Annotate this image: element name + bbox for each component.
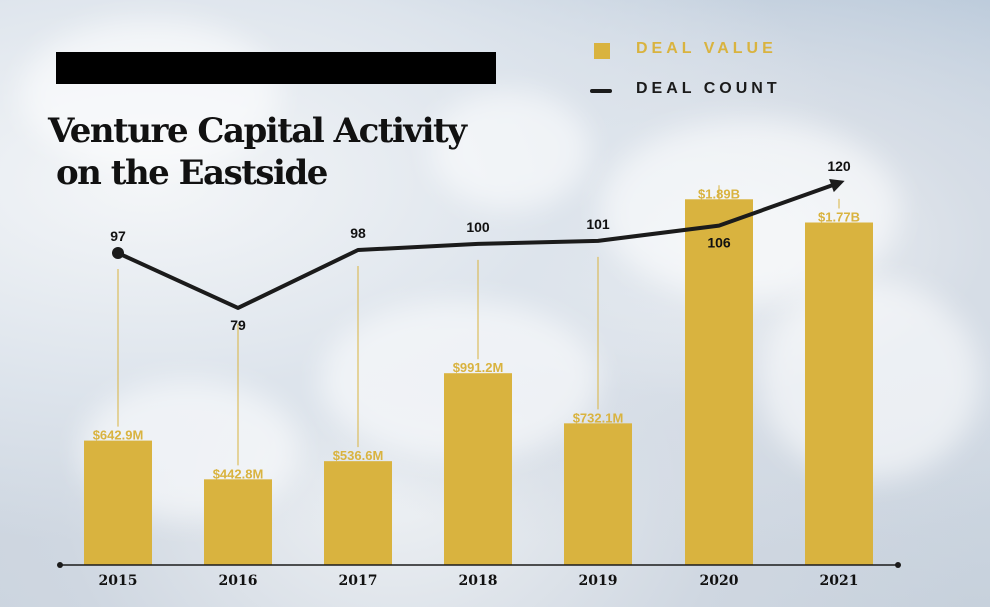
bar-2020 [685, 199, 753, 565]
axis-end-dot [57, 562, 63, 568]
count-label-2015: 97 [110, 228, 126, 244]
deal-count-line [117, 181, 840, 310]
count-label-2021: 120 [827, 158, 851, 174]
count-label-2019: 101 [586, 216, 610, 232]
value-label-2017: $536.6M [333, 448, 384, 463]
value-label-2015: $642.9M [93, 428, 144, 443]
redaction-bar [56, 52, 496, 84]
x-tick-label-2018: 2018 [459, 573, 498, 589]
value-label-2016: $442.8M [213, 466, 264, 481]
value-label-2019: $732.1M [573, 410, 624, 425]
axis-end-dot [895, 562, 901, 568]
bar-2021 [805, 222, 873, 565]
count-label-2017: 98 [350, 225, 366, 241]
value-label-2018: $991.2M [453, 360, 504, 375]
deal-count-start-point [112, 247, 124, 260]
legend-label-deal-count: DEAL COUNT [636, 80, 781, 97]
chart-title: Venture Capital Activity on the Eastside [48, 110, 467, 194]
count-label-2016: 79 [230, 317, 246, 333]
cloud [20, 20, 280, 170]
bar-2019 [564, 423, 632, 565]
x-tick-label-2016: 2016 [219, 573, 258, 589]
cloud [430, 90, 590, 210]
x-tick-label-2015: 2015 [99, 573, 138, 589]
x-tick-label-2020: 2020 [700, 573, 739, 589]
line-swatch-icon [590, 89, 612, 93]
legend-label-deal-value: DEAL VALUE [636, 40, 777, 57]
arrowhead-icon [829, 178, 845, 193]
bar-2018 [444, 373, 512, 565]
value-label-2021: $1.77B [818, 210, 860, 225]
x-tick-label-2017: 2017 [339, 573, 378, 589]
value-label-2020: $1.89B [698, 186, 740, 201]
x-tick-label-2019: 2019 [579, 573, 618, 589]
bar-2015 [84, 440, 152, 565]
bar-2016 [204, 479, 272, 565]
count-label-2020: 106 [707, 235, 731, 251]
bar-2017 [324, 461, 392, 565]
x-tick-label-2021: 2021 [820, 573, 859, 589]
title-line-1: Venture Capital Activity [48, 111, 467, 151]
bar-swatch-icon [594, 43, 610, 59]
count-label-2018: 100 [466, 219, 490, 235]
title-line-2: on the Eastside [56, 153, 328, 193]
